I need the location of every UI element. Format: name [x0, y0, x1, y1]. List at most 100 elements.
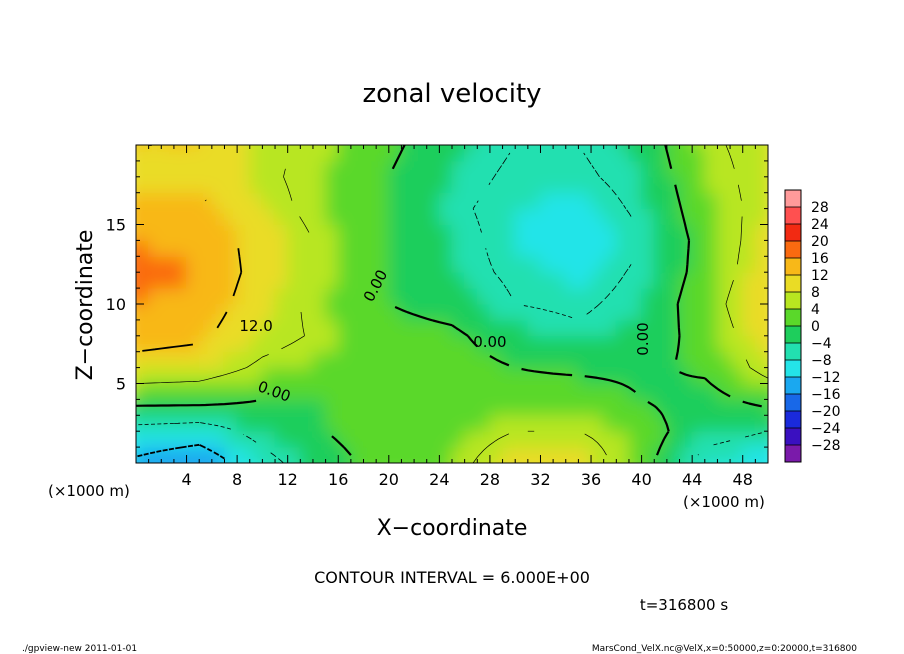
heatmap-cell	[363, 255, 377, 273]
heatmap-cell	[350, 176, 365, 194]
x-unit-note-right: (×1000 m)	[683, 493, 765, 511]
heatmap-cell	[514, 287, 529, 305]
heatmap-cell	[160, 351, 175, 369]
heatmap-cell	[438, 255, 453, 273]
heatmap-cell	[603, 303, 617, 321]
heatmap-cell	[603, 145, 617, 162]
heatmap-cell	[577, 224, 592, 241]
heatmap-cell	[426, 383, 440, 400]
heatmap-cell	[274, 351, 289, 369]
heatmap-cell	[502, 192, 516, 210]
heatmap-cell	[754, 335, 768, 353]
heatmap-cell	[337, 176, 352, 194]
heatmap-cell	[236, 145, 251, 146]
heatmap-cell	[539, 239, 554, 257]
heatmap-cell	[400, 462, 415, 463]
heatmap-cell	[299, 239, 314, 257]
heatmap-cell	[666, 271, 681, 289]
heatmap-cell	[337, 287, 352, 305]
heatmap-cell	[552, 367, 567, 384]
heatmap-cell	[160, 271, 175, 289]
heatmap-cell	[274, 271, 289, 289]
heatmap-cell	[312, 145, 327, 162]
heatmap-cell	[716, 430, 731, 448]
heatmap-cell	[160, 255, 175, 273]
heatmap-cell	[704, 224, 718, 241]
heatmap-cell	[628, 160, 643, 178]
heatmap-cell	[729, 192, 744, 210]
heatmap-cell	[754, 303, 768, 321]
heatmap-cell	[451, 462, 466, 463]
heatmap-cell	[754, 145, 768, 146]
heatmap-cell	[438, 160, 453, 178]
heatmap-cell	[136, 145, 137, 146]
heatmap-cell	[767, 145, 768, 162]
heatmap-cell	[186, 176, 200, 194]
heatmap-cell	[325, 351, 339, 369]
heatmap-cell	[691, 271, 706, 289]
heatmap-cell	[729, 176, 744, 194]
heatmap-cell	[464, 239, 478, 257]
heatmap-cell	[603, 192, 617, 210]
heatmap-cell	[514, 398, 529, 416]
heatmap-cell	[148, 367, 162, 384]
heatmap-cell	[577, 287, 592, 305]
heatmap-cell	[173, 383, 188, 400]
heatmap-cell	[363, 398, 377, 416]
heatmap-cell	[186, 160, 200, 178]
y-axis: 5 10 15	[106, 160, 768, 448]
heatmap-cell	[767, 367, 768, 384]
heatmap-cell	[312, 239, 327, 257]
heatmap-cell	[261, 383, 276, 400]
heatmap-cell	[287, 335, 301, 353]
heatmap-cell	[514, 303, 529, 321]
heatmap-cell	[464, 351, 478, 369]
heatmap-cell	[653, 271, 668, 289]
heatmap-cell	[451, 383, 466, 400]
heatmap-cell	[363, 160, 377, 178]
heatmap-cell	[388, 208, 402, 225]
heatmap-cell	[628, 192, 643, 210]
heatmap-cell	[716, 398, 731, 416]
colorbar-swatch	[785, 445, 801, 463]
heatmap-cell	[451, 208, 466, 225]
heatmap-cell	[249, 430, 263, 448]
heatmap-cell	[136, 224, 150, 241]
heatmap-cell	[136, 398, 137, 416]
heatmap-cell	[198, 160, 213, 178]
heatmap-cell	[136, 319, 137, 337]
heatmap-cell	[716, 446, 731, 463]
heatmap-cell	[514, 414, 529, 432]
heatmap-cell	[489, 287, 504, 305]
heatmap-cell	[552, 145, 567, 146]
colorbar-swatch	[785, 394, 801, 412]
heatmap-cell	[641, 239, 655, 257]
colorbar-swatch	[785, 275, 801, 293]
heatmap-cell	[350, 430, 365, 448]
heatmap-cell	[451, 145, 466, 146]
heatmap-cell	[451, 303, 466, 321]
heatmap-cell	[615, 414, 630, 432]
heatmap-cell	[565, 303, 579, 321]
heatmap-cell	[160, 367, 175, 384]
heatmap-cell	[236, 446, 251, 463]
heatmap-cell	[666, 208, 681, 225]
heatmap-cell	[679, 446, 693, 463]
heatmap-cell	[552, 287, 567, 305]
heatmap-cell	[350, 192, 365, 210]
heatmap-cell	[375, 145, 390, 162]
heatmap-cell	[729, 414, 744, 432]
heatmap-cell	[388, 224, 402, 241]
heatmap-cell	[539, 351, 554, 369]
heatmap-cell	[729, 398, 744, 416]
heatmap-cell	[312, 398, 327, 416]
heatmap-cell	[261, 351, 276, 369]
heatmap-cell	[464, 271, 478, 289]
colorbar-swatch	[785, 224, 801, 242]
heatmap-cell	[287, 145, 301, 146]
heatmap-cell	[653, 319, 668, 337]
heatmap-cell	[641, 430, 655, 448]
heatmap-cell	[413, 239, 428, 257]
heatmap-cell	[236, 176, 251, 194]
heatmap-cell	[527, 224, 541, 241]
